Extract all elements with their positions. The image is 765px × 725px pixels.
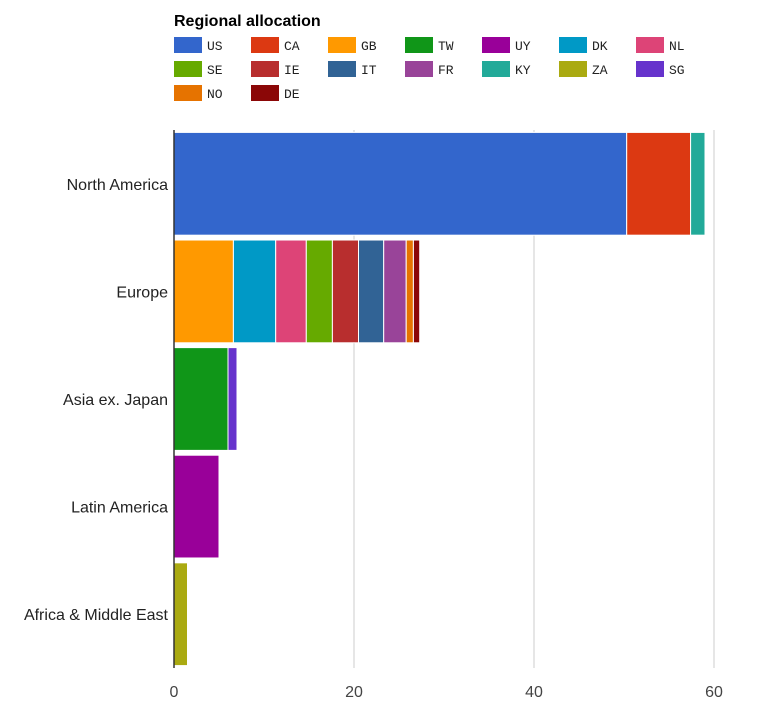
bar-europe-it [358,239,385,344]
x-tick-0: 0 [170,684,179,701]
legend-swatch-dk [559,37,587,53]
legend-label-sg: SG [669,63,685,78]
legend-swatch-ie [251,61,279,77]
legend-label-dk: DK [592,39,608,54]
bar-europe-no [405,239,414,344]
legend-swatch-it [328,61,356,77]
legend-label-za: ZA [592,63,608,78]
legend-label-uy: UY [515,39,531,54]
legend-label-de: DE [284,87,300,102]
bar-latin-america-uy [173,454,220,559]
legend-swatch-ky [482,61,510,77]
legend-label-ie: IE [284,63,300,78]
bar-europe-fr [383,239,407,344]
legend-swatch-de [251,85,279,101]
legend-swatch-se [174,61,202,77]
bar-asia-ex-japan-sg [227,347,238,451]
bar-europe-ie [331,239,359,344]
x-tick-60: 60 [705,684,723,701]
bar-north-america-ca [626,131,692,236]
legend-swatch-sg [636,61,664,77]
legend-label-nl: NL [669,39,685,54]
legend-swatch-nl [636,37,664,53]
legend-label-se: SE [207,63,223,78]
x-tick-20: 20 [345,684,363,701]
bar-europe-nl [275,239,307,344]
legend-label-ky: KY [515,63,531,78]
legend-label-tw: TW [438,39,454,54]
legend-swatch-za [559,61,587,77]
category-labels: North America Europe Asia ex. Japan Latin A… [24,177,169,624]
legend-label-it: IT [361,63,377,78]
legend-label-fr: FR [438,63,454,78]
chart-title: Regional allocation [174,13,321,30]
bar-europe-dk [232,239,277,344]
category-label-africa-middle-east: Africa & Middle East [24,607,169,624]
legend-swatch-tw [405,37,433,53]
category-label-north-america: North America [67,177,168,194]
legend-swatch-no [174,85,202,101]
bar-europe-gb [173,239,234,344]
bar-north-america-ky [690,131,706,236]
bar-north-america-us [173,131,628,236]
legend-swatch-ca [251,37,279,53]
legend-swatch-fr [405,61,433,77]
legend-label-gb: GB [361,39,377,54]
x-tick-40: 40 [525,684,543,701]
bars [173,131,706,667]
bar-europe-de [412,239,421,344]
category-label-europe: Europe [116,284,168,301]
legend-swatch-gb [328,37,356,53]
category-label-latin-america: Latin America [71,500,168,517]
category-label-asia-ex-japan: Asia ex. Japan [63,392,168,409]
legend-label-no: NO [207,87,223,102]
legend: US CA GB TW UY DK NL SE IE IT FR KY ZA SG NO DE [174,37,685,102]
bar-africa-middle-east-za [173,562,188,667]
legend-label-ca: CA [284,39,300,54]
legend-swatch-uy [482,37,510,53]
bar-asia-ex-japan-tw [173,347,229,451]
bar-europe-se [305,239,333,344]
x-tick-labels: 0 20 40 60 [170,684,723,701]
legend-label-us: US [207,39,223,54]
legend-swatch-us [174,37,202,53]
